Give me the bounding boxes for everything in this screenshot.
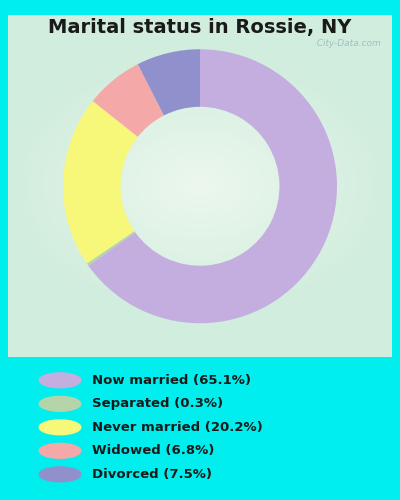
- Text: Divorced (7.5%): Divorced (7.5%): [92, 468, 212, 481]
- Text: Marital status in Rossie, NY: Marital status in Rossie, NY: [48, 18, 352, 36]
- Text: Separated (0.3%): Separated (0.3%): [92, 398, 223, 410]
- Circle shape: [39, 420, 81, 434]
- Text: Never married (20.2%): Never married (20.2%): [92, 421, 263, 434]
- Wedge shape: [88, 50, 337, 323]
- Wedge shape: [87, 231, 135, 266]
- Wedge shape: [63, 101, 138, 264]
- Circle shape: [39, 444, 81, 458]
- Text: Now married (65.1%): Now married (65.1%): [92, 374, 251, 387]
- Text: City-Data.com: City-Data.com: [311, 39, 380, 48]
- Circle shape: [39, 396, 81, 411]
- Wedge shape: [93, 64, 164, 137]
- Circle shape: [39, 373, 81, 388]
- Circle shape: [39, 467, 81, 482]
- Wedge shape: [138, 50, 200, 116]
- Text: Widowed (6.8%): Widowed (6.8%): [92, 444, 214, 458]
